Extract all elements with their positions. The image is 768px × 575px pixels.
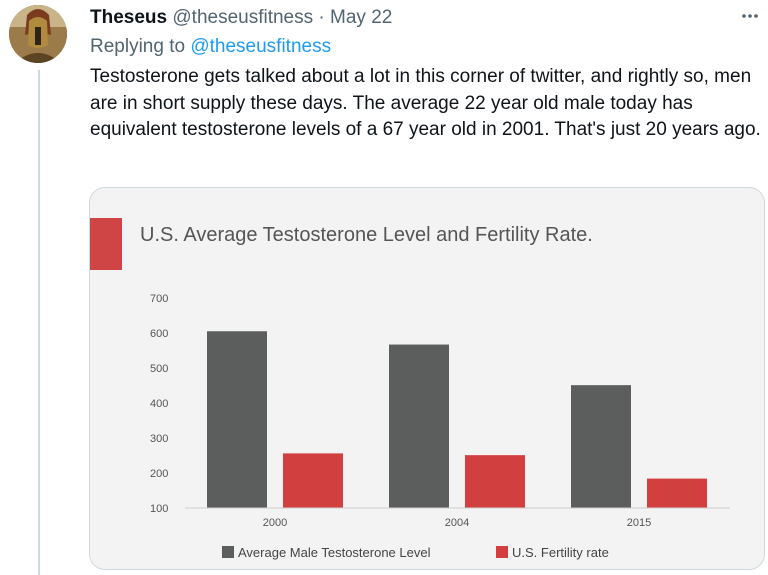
tweet-header: Theseus @theseusfitness · May 22: [90, 6, 392, 30]
bar-fertility: [465, 455, 525, 508]
bar-testosterone: [207, 331, 267, 508]
spartan-helmet-avatar-icon: [9, 5, 67, 63]
legend-label: U.S. Fertility rate: [512, 545, 609, 560]
replying-to: Replying to @theseusfitness: [90, 35, 331, 59]
bar-testosterone: [571, 385, 631, 508]
x-tick-label: 2015: [627, 517, 651, 529]
y-tick-label: 300: [150, 433, 168, 445]
x-tick-label: 2000: [263, 517, 287, 529]
separator-dot: ·: [318, 7, 325, 28]
more-options-icon[interactable]: [739, 6, 761, 26]
bar-testosterone: [389, 344, 449, 508]
author-handle[interactable]: @theseusfitness: [172, 7, 314, 28]
y-tick-label: 400: [150, 398, 168, 410]
replying-to-mention[interactable]: @theseusfitness: [190, 36, 332, 57]
legend-swatch: [496, 546, 508, 558]
bar-fertility: [647, 478, 707, 508]
y-tick-label: 700: [150, 293, 168, 305]
tweet-date[interactable]: May 22: [330, 7, 393, 28]
legend-label: Average Male Testosterone Level: [238, 545, 431, 560]
y-tick-label: 600: [150, 328, 168, 340]
thread-line: [38, 70, 40, 575]
title-accent-bar: [90, 218, 122, 270]
tweet-text: Testosterone gets talked about a lot in …: [90, 66, 761, 140]
chart-image-card[interactable]: U.S. Average Testosterone Level and Fert…: [89, 187, 765, 570]
avatar[interactable]: [9, 5, 67, 63]
y-tick-label: 100: [150, 503, 168, 515]
y-tick-label: 500: [150, 363, 168, 375]
x-tick-label: 2004: [445, 517, 469, 529]
author-name[interactable]: Theseus: [90, 7, 168, 28]
legend-swatch: [222, 546, 234, 558]
replying-to-label: Replying to: [90, 36, 186, 57]
chart-title: U.S. Average Testosterone Level and Fert…: [140, 224, 593, 246]
bar-chart: U.S. Average Testosterone Level and Fert…: [90, 218, 730, 560]
y-tick-label: 200: [150, 468, 168, 480]
bar-fertility: [283, 453, 343, 508]
